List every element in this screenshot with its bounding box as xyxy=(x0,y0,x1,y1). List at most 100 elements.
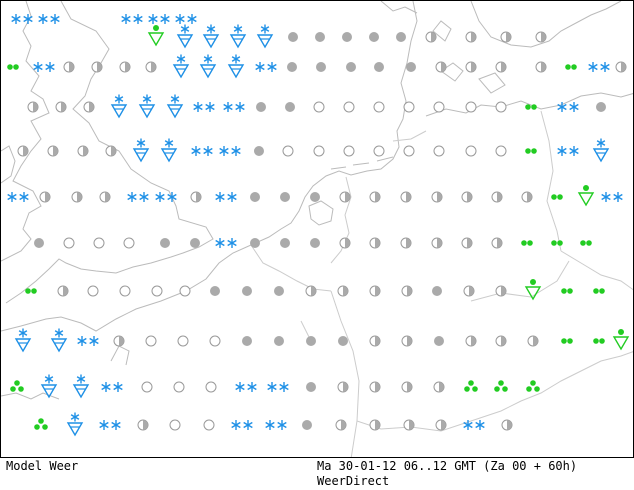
snow-icon xyxy=(557,146,579,156)
border-pl-cz xyxy=(560,250,633,291)
coastline-ijsselmeer xyxy=(308,200,334,226)
partly-cloudy-icon xyxy=(400,237,412,249)
coastline-baltic xyxy=(425,92,633,117)
partly-cloudy-icon xyxy=(99,191,111,203)
partly-cloudy-icon xyxy=(435,419,447,431)
partly-cloudy-icon xyxy=(501,419,513,431)
overcast-icon xyxy=(288,32,298,42)
clear-icon xyxy=(151,285,163,297)
snow-icon xyxy=(33,62,55,72)
snow-icon xyxy=(267,382,289,392)
partly-cloudy-icon xyxy=(435,61,447,73)
forecast-timestamp: Ma 30-01-12 06..12 GMT (Za 00 + 60h) xyxy=(317,459,578,473)
overcast-icon xyxy=(306,336,316,346)
snow-shower-icon xyxy=(72,374,90,399)
overcast-icon xyxy=(242,336,252,346)
clear-icon xyxy=(403,101,415,113)
partly-cloudy-icon xyxy=(369,419,381,431)
partly-cloudy-icon xyxy=(535,31,547,43)
snow-icon xyxy=(191,146,213,156)
clear-icon xyxy=(203,419,215,431)
overcast-icon xyxy=(316,62,326,72)
partly-cloudy-icon xyxy=(337,285,349,297)
overcast-icon xyxy=(434,336,444,346)
overcast-icon xyxy=(274,336,284,346)
partly-cloudy-icon xyxy=(83,101,95,113)
coastline-norway xyxy=(380,1,418,14)
clear-icon xyxy=(343,101,355,113)
snow-icon xyxy=(215,192,237,202)
map-footer: Model Weer Ma 30-01-12 06..12 GMT (Za 00… xyxy=(0,458,634,490)
snow-icon xyxy=(215,238,237,248)
partly-cloudy-icon xyxy=(91,61,103,73)
partly-cloudy-icon xyxy=(425,31,437,43)
snow-shower-icon xyxy=(66,412,84,437)
coastline-britain-west xyxy=(1,1,50,262)
rain-shower-icon xyxy=(577,185,595,207)
snow-shower-icon xyxy=(40,374,58,399)
partly-cloudy-icon xyxy=(105,145,117,157)
clear-icon xyxy=(373,145,385,157)
drizzle-icon xyxy=(593,288,605,294)
partly-cloudy-icon xyxy=(495,285,507,297)
overcast-icon xyxy=(190,238,200,248)
coastline-frisian xyxy=(330,156,394,170)
drizzle-icon xyxy=(7,64,19,70)
partly-cloudy-icon xyxy=(17,145,29,157)
partly-cloudy-icon xyxy=(521,191,533,203)
snow-icon xyxy=(38,14,60,24)
snow-shower-icon xyxy=(229,24,247,49)
partly-cloudy-icon xyxy=(113,335,125,347)
snow-shower-icon xyxy=(592,138,610,163)
partly-cloudy-icon xyxy=(431,191,443,203)
partly-cloudy-icon xyxy=(431,237,443,249)
partly-cloudy-icon xyxy=(403,419,415,431)
overcast-icon xyxy=(369,32,379,42)
snow-icon xyxy=(77,336,99,346)
partly-cloudy-icon xyxy=(339,191,351,203)
snow-icon xyxy=(601,192,623,202)
partly-cloudy-icon xyxy=(57,285,69,297)
clear-icon xyxy=(403,145,415,157)
partly-cloudy-icon xyxy=(535,61,547,73)
coastline-britain xyxy=(5,1,214,304)
overcast-icon xyxy=(254,146,264,156)
partly-cloudy-icon xyxy=(190,191,202,203)
partly-cloudy-icon xyxy=(433,381,445,393)
overcast-icon xyxy=(596,102,606,112)
coastline-sweden xyxy=(470,1,622,48)
clear-icon xyxy=(145,335,157,347)
source-label: WeerDirect xyxy=(317,474,390,488)
partly-cloudy-icon xyxy=(77,145,89,157)
partly-cloudy-icon xyxy=(71,191,83,203)
border-de-dk xyxy=(392,130,427,142)
snow-shower-icon xyxy=(110,94,128,119)
drizzle-icon xyxy=(561,288,573,294)
clear-icon xyxy=(173,381,185,393)
overcast-icon xyxy=(374,62,384,72)
partly-cloudy-icon xyxy=(463,285,475,297)
clear-icon xyxy=(123,237,135,249)
coastline-continent xyxy=(1,1,418,332)
border-de-at xyxy=(470,351,633,422)
clear-icon xyxy=(177,335,189,347)
partly-cloudy-icon xyxy=(495,61,507,73)
drizzle-icon xyxy=(551,194,563,200)
partly-cloudy-icon xyxy=(55,101,67,113)
partly-cloudy-icon xyxy=(369,381,381,393)
overcast-icon xyxy=(342,32,352,42)
border-de-pl xyxy=(540,110,562,252)
drizzle-icon xyxy=(580,240,592,246)
clear-icon xyxy=(495,145,507,157)
snow-icon xyxy=(231,420,253,430)
rain-shower-icon xyxy=(34,418,48,430)
model-label: Model Weer xyxy=(6,459,79,473)
clear-icon xyxy=(87,285,99,297)
snow-shower-icon xyxy=(138,94,156,119)
overcast-icon xyxy=(280,238,290,248)
partly-cloudy-icon xyxy=(39,191,51,203)
weather-map xyxy=(0,0,634,458)
snow-icon xyxy=(223,102,245,112)
partly-cloudy-icon xyxy=(461,237,473,249)
partly-cloudy-icon xyxy=(491,191,503,203)
